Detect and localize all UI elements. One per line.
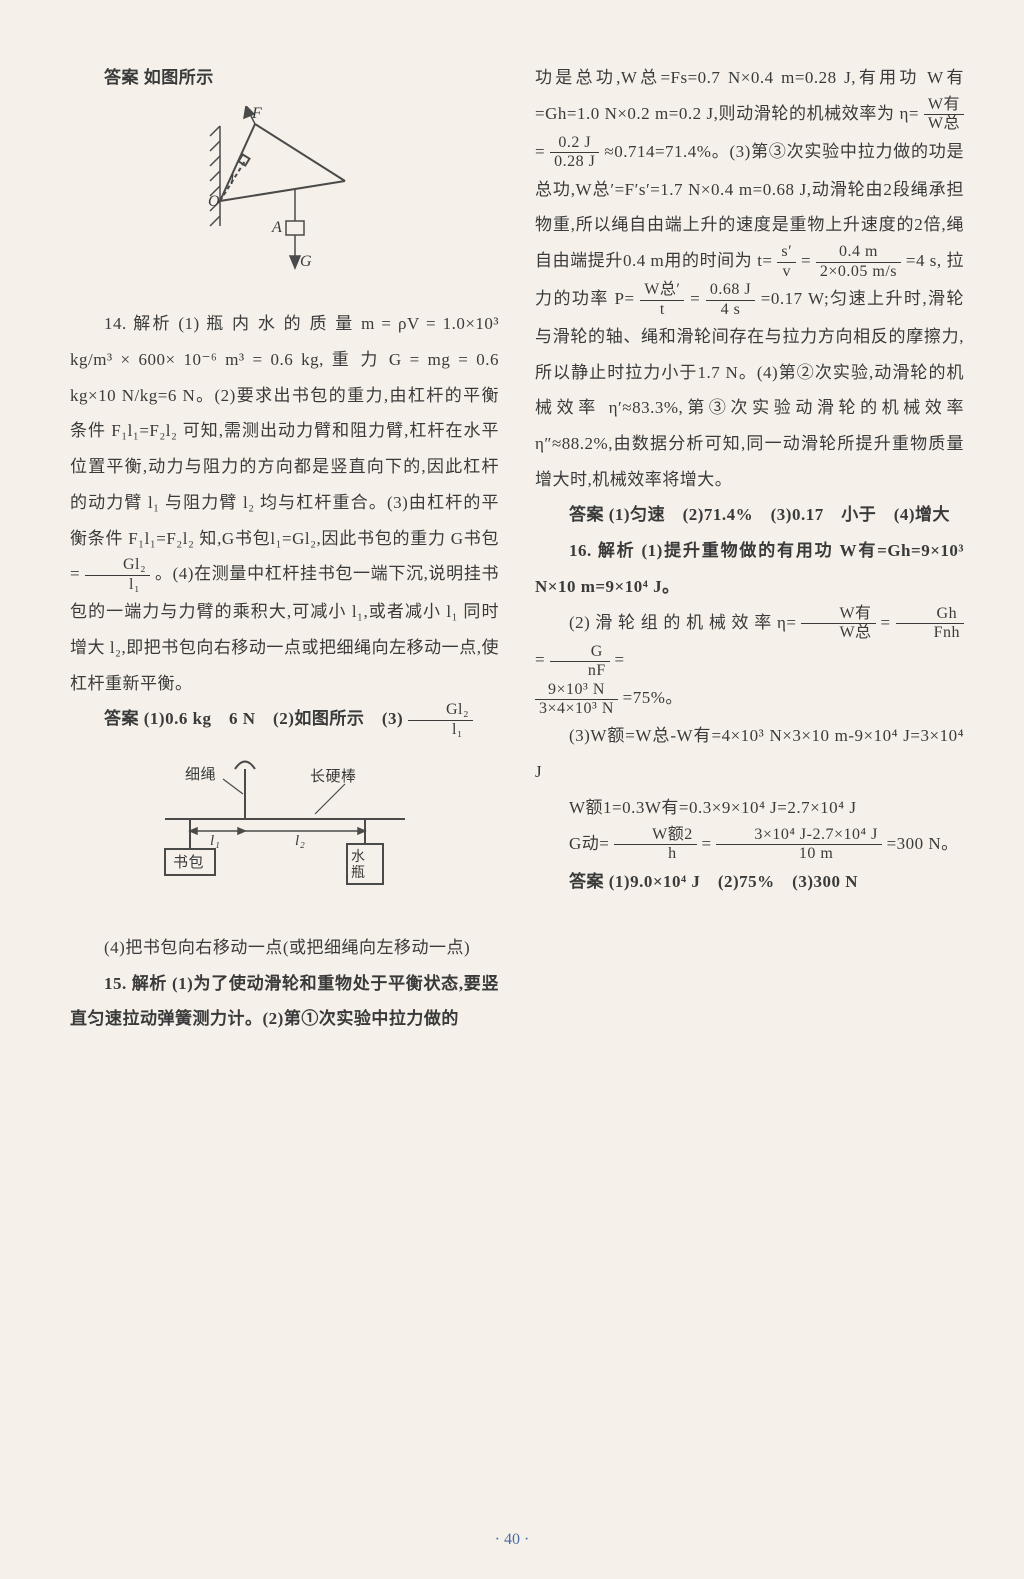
figure-lever-bag-bottle: 细绳 长硬棒 l₁ l₂ 书包 水 瓶 — [70, 749, 499, 912]
figure-triangle-lever: F O A G l — [70, 106, 499, 289]
label-O: O — [208, 193, 220, 210]
svg-text:l: l — [230, 173, 234, 188]
eq-p: = — [690, 289, 700, 308]
eq-eta1: = — [535, 142, 545, 161]
label-A: A — [271, 219, 282, 236]
label-F: F — [251, 106, 262, 122]
q16-a: 16. 解析 (1)提升重物做的有用功 W有=Gh=9×10³ N×10 m=9… — [535, 533, 964, 604]
label-l2: l₂ — [295, 833, 305, 849]
q16-b-lead: (2) 滑 轮 组 的 机 械 效 率 η= — [569, 613, 796, 632]
frac-eta1: W有 W总 — [924, 96, 964, 134]
eq-t: = — [801, 251, 811, 270]
q14-analysis-text: 14. 解析 (1) 瓶 内 水 的 质 量 m = ρV = 1.0×10³ … — [70, 314, 499, 583]
left-column: 答案 如图所示 — [70, 60, 499, 1037]
q16-c1: (3)W额=W总-W有=4×10³ N×3×10 m-9×10⁴ J=3×10⁴… — [535, 718, 964, 789]
answer-lead: 答案 如图所示 — [70, 60, 499, 96]
label-G: G — [300, 253, 312, 270]
frac-c1: W额2 h — [614, 826, 697, 864]
page-number: · 40 · — [0, 1531, 1024, 1549]
q15-analysis: 15. 解析 (1)为了使动滑轮和重物处于平衡状态,要竖直匀速拉动弹簧测力计。(… — [70, 966, 499, 1037]
frac-b3: G nF — [550, 643, 610, 681]
label-bag: 书包 — [173, 854, 204, 871]
label-rope: 细绳 — [185, 766, 216, 783]
fraction-Gl2-l1: Gl₂ l₁ — [85, 556, 150, 594]
q15-cont-d: =0.17 W;匀速上升时,滑轮与滑轮的轴、绳和滑轮间存在与拉力方向相反的摩擦力… — [535, 289, 964, 489]
q14-analysis: 14. 解析 (1) 瓶 内 水 的 质 量 m = ρV = 1.0×10³ … — [70, 306, 499, 701]
q15-cont: 功是总功,W总=Fs=0.7 N×0.4 m=0.28 J,有用功 W有=Gh=… — [535, 60, 964, 497]
frac-b4: 9×10³ N 3×4×10³ N — [535, 681, 618, 719]
frac-c2: 3×10⁴ J-2.7×10⁴ J 10 m — [716, 826, 881, 864]
q16-a-text: 16. 解析 (1)提升重物做的有用功 W有=Gh=9×10³ N×10 m=9… — [535, 541, 964, 596]
q16-c3-lead: G动= — [569, 834, 609, 853]
svg-text:水: 水 — [351, 849, 366, 865]
frac-t1: s′ v — [777, 243, 796, 281]
frac-eta2: 0.2 J 0.28 J — [550, 134, 599, 172]
q15-answer: 答案 (1)匀速 (2)71.4% (3)0.17 小于 (4)增大 — [535, 497, 964, 533]
frac-t2: 0.4 m 2×0.05 m/s — [816, 243, 901, 281]
q14-answer-lead: 答案 (1)0.6 kg 6 N (2)如图所示 (3) — [104, 709, 403, 728]
q14-answer4: (4)把书包向右移动一点(或把细绳向左移动一点) — [70, 930, 499, 966]
q15-lead: 15. 解析 (1)为了使动滑轮和重物处于平衡状态,要竖直匀速拉动弹簧测力计。(… — [70, 974, 499, 1029]
q16-answer: 答案 (1)9.0×10⁴ J (2)75% (3)300 N — [535, 864, 964, 900]
q16-b-tail: =75%。 — [623, 688, 683, 707]
label-l1: l₁ — [210, 833, 220, 849]
fraction-answer-Gl2-l1: Gl₂ l₁ — [408, 701, 473, 739]
q15-cont-a: 功是总功,W总=Fs=0.7 N×0.4 m=0.28 J,有用功 W有=Gh=… — [535, 68, 964, 123]
page: 答案 如图所示 — [0, 0, 1024, 1579]
right-column: 功是总功,W总=Fs=0.7 N×0.4 m=0.28 J,有用功 W有=Gh=… — [535, 60, 964, 1037]
q16-b-line2: 9×10³ N 3×4×10³ N =75%。 — [535, 680, 964, 718]
label-rod: 长硬棒 — [310, 768, 357, 785]
q16-answer-text: 答案 (1)9.0×10⁴ J (2)75% (3)300 N — [569, 872, 858, 891]
q14-answer-line: 答案 (1)0.6 kg 6 N (2)如图所示 (3) Gl₂ l₁ — [70, 701, 499, 739]
q16-c3: G动= W额2 h = 3×10⁴ J-2.7×10⁴ J 10 m =300 … — [535, 826, 964, 864]
frac-b1: W有 W总 — [801, 605, 875, 643]
q16-b: (2) 滑 轮 组 的 机 械 效 率 η= W有 W总 = Gh Fnh = … — [535, 605, 964, 681]
svg-text:瓶: 瓶 — [351, 865, 366, 881]
frac-p2: 0.68 J 4 s — [706, 281, 755, 319]
q16-c3-tail: =300 N。 — [887, 834, 959, 853]
frac-p1: W总′ t — [640, 281, 684, 319]
two-column-layout: 答案 如图所示 — [70, 60, 964, 1037]
q16-c2: W额1=0.3W有=0.3×9×10⁴ J=2.7×10⁴ J — [535, 790, 964, 826]
answer-label: 答案 如图所示 — [104, 68, 214, 87]
frac-b2: Gh Fnh — [896, 605, 964, 643]
q15-answer-text: 答案 (1)匀速 (2)71.4% (3)0.17 小于 (4)增大 — [569, 505, 950, 524]
